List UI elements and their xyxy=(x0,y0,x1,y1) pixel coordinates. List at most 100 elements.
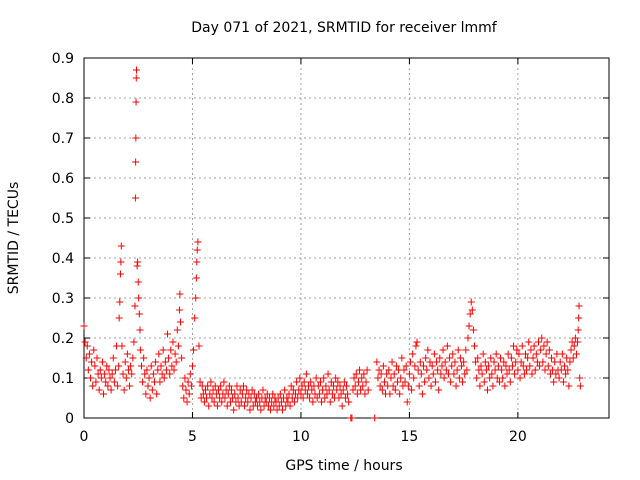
data-point xyxy=(90,346,98,354)
data-point xyxy=(295,386,303,394)
data-point xyxy=(205,402,213,410)
data-point xyxy=(420,362,428,370)
data-point xyxy=(443,342,451,350)
data-point xyxy=(523,366,531,374)
data-point xyxy=(126,382,134,390)
data-point xyxy=(132,158,140,166)
data-point xyxy=(463,366,471,374)
data-point xyxy=(215,386,223,394)
data-point xyxy=(267,406,275,414)
data-point xyxy=(351,382,359,390)
data-point xyxy=(213,402,221,410)
data-point xyxy=(425,374,433,382)
data-point xyxy=(193,258,201,266)
data-point xyxy=(225,382,233,390)
data-point xyxy=(325,386,333,394)
data-point xyxy=(481,358,489,366)
data-point xyxy=(297,390,305,398)
data-point xyxy=(103,362,111,370)
y-tick-label: 0.1 xyxy=(52,371,74,387)
data-point xyxy=(269,390,277,398)
data-point xyxy=(178,354,186,362)
data-point xyxy=(501,382,509,390)
data-point xyxy=(339,386,347,394)
data-point xyxy=(176,290,184,298)
data-point xyxy=(537,346,545,354)
data-point xyxy=(256,398,264,406)
data-point xyxy=(508,362,516,370)
data-point xyxy=(315,390,323,398)
data-point xyxy=(159,346,167,354)
data-point xyxy=(116,270,124,278)
data-point xyxy=(386,390,394,398)
data-point xyxy=(185,390,193,398)
data-point xyxy=(449,350,457,358)
y-tick-label: 0.4 xyxy=(52,251,74,267)
data-point xyxy=(479,350,487,358)
data-point xyxy=(148,386,156,394)
data-point xyxy=(576,374,584,382)
data-point xyxy=(467,298,475,306)
data-point xyxy=(543,338,551,346)
data-point xyxy=(409,350,417,358)
y-tick-label: 0.2 xyxy=(52,331,74,347)
data-point xyxy=(378,386,386,394)
data-point xyxy=(88,358,96,366)
data-point xyxy=(338,402,346,410)
data-point xyxy=(135,310,143,318)
data-point xyxy=(109,354,117,362)
data-point xyxy=(562,370,570,378)
data-point xyxy=(127,362,135,370)
data-point xyxy=(284,398,292,406)
data-point xyxy=(575,314,583,322)
data-point xyxy=(92,378,100,386)
data-point xyxy=(540,342,548,350)
data-point xyxy=(454,346,462,354)
y-tick-label: 0.8 xyxy=(52,91,74,107)
data-point xyxy=(239,382,247,390)
data-point xyxy=(359,382,367,390)
data-point xyxy=(570,342,578,350)
data-point xyxy=(349,386,357,394)
data-point xyxy=(499,374,507,382)
data-point xyxy=(514,366,522,374)
data-point xyxy=(108,370,116,378)
data-point xyxy=(504,350,512,358)
data-point xyxy=(503,370,511,378)
data-point xyxy=(180,394,188,402)
data-point xyxy=(285,390,293,398)
data-point xyxy=(173,326,181,334)
data-point xyxy=(387,374,395,382)
data-point xyxy=(561,362,569,370)
data-point xyxy=(104,382,112,390)
data-point xyxy=(477,362,485,370)
data-point xyxy=(321,394,329,402)
data-point xyxy=(172,358,180,366)
data-point xyxy=(528,370,536,378)
data-point xyxy=(241,402,249,410)
data-point xyxy=(441,358,449,366)
data-point xyxy=(531,366,539,374)
data-point xyxy=(371,414,379,422)
data-point xyxy=(486,374,494,382)
data-point xyxy=(118,342,126,350)
data-point xyxy=(550,378,558,386)
data-point xyxy=(195,342,203,350)
data-point xyxy=(115,314,123,322)
data-point xyxy=(96,366,104,374)
data-point xyxy=(257,406,265,414)
data-point xyxy=(167,346,175,354)
data-point xyxy=(328,390,336,398)
data-point xyxy=(244,398,252,406)
data-point xyxy=(431,378,439,386)
data-point xyxy=(132,98,140,106)
data-point xyxy=(123,350,131,358)
data-point xyxy=(134,278,142,286)
data-point xyxy=(281,386,289,394)
data-point xyxy=(97,374,105,382)
data-point xyxy=(572,350,580,358)
data-point xyxy=(161,358,169,366)
data-point xyxy=(385,366,393,374)
data-point xyxy=(193,246,201,254)
